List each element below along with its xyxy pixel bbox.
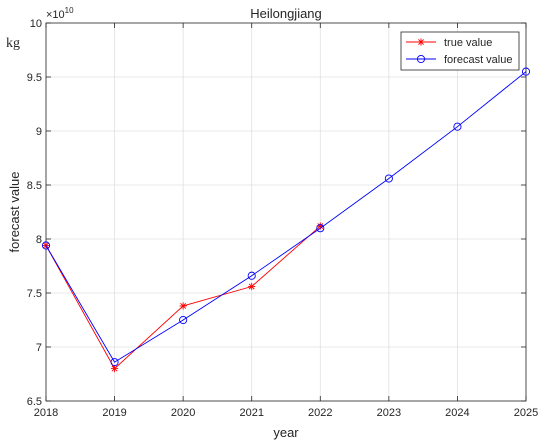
- series-line-forecast-value: [45, 71, 527, 363]
- y-tick-label: 7: [36, 342, 42, 354]
- y-exponent-label: ×1010: [46, 6, 74, 21]
- y-tick-label: 6.5: [27, 396, 42, 408]
- data-point-forecast-value: [41, 241, 51, 250]
- x-tick-label: 2020: [171, 407, 195, 419]
- legend-marker-forecast-value: [416, 54, 426, 64]
- data-point-forecast-value: [110, 358, 119, 367]
- y-tick-label: 9.5: [27, 72, 42, 84]
- x-tick-label: 2019: [102, 407, 126, 419]
- data-point-true-value: [248, 282, 256, 291]
- data-point-true-value: [179, 302, 187, 310]
- y-tick-label: 10: [30, 18, 42, 30]
- data-point-forecast-value: [179, 315, 188, 325]
- axis-ticks: 2018 2019 2020 2021 2022 2023 2024 2025 6.5 7 7.5 8…: [27, 18, 539, 419]
- series-layer: [41, 67, 531, 373]
- legend-marker-true-value: [417, 38, 425, 46]
- legend-marker-symbol-true-value: [417, 38, 425, 46]
- data-point-forecast-value: [247, 271, 256, 280]
- plot-area-frame: [45, 22, 527, 402]
- x-tick-label: 2025: [514, 407, 538, 419]
- x-tick-label: 2024: [445, 407, 469, 419]
- y-tick-label: 7.5: [27, 288, 42, 300]
- data-point-forecast-value: [453, 122, 462, 131]
- x-tick-label: 2021: [239, 407, 263, 419]
- grid: [45, 22, 527, 402]
- legend: true value forecast value: [400, 31, 520, 71]
- x-tick-label: 2018: [34, 407, 58, 419]
- x-tick-label: 2023: [377, 407, 401, 419]
- y-tick-label: 9: [36, 126, 42, 138]
- chart-title: Heilongjiang: [250, 6, 322, 21]
- data-point-forecast-value: [384, 174, 393, 183]
- legend-label-forecast-value: forecast value: [444, 54, 512, 66]
- legend-box: [400, 31, 520, 71]
- x-axis-label: year: [273, 425, 299, 440]
- data-point-forecast-value: [316, 224, 325, 233]
- y-tick-label: 8.5: [27, 180, 42, 192]
- y-tick-label: 8: [36, 234, 42, 246]
- data-point-forecast-value: [521, 67, 531, 76]
- y-axis-label: forecast value: [7, 172, 22, 253]
- y-unit-label: kg: [6, 36, 20, 51]
- legend-label-true-value: true value: [444, 37, 492, 49]
- data-point-true-value: [110, 365, 119, 373]
- legend-marker-symbol-forecast-value: [416, 54, 426, 64]
- x-tick-label: 2022: [308, 407, 332, 419]
